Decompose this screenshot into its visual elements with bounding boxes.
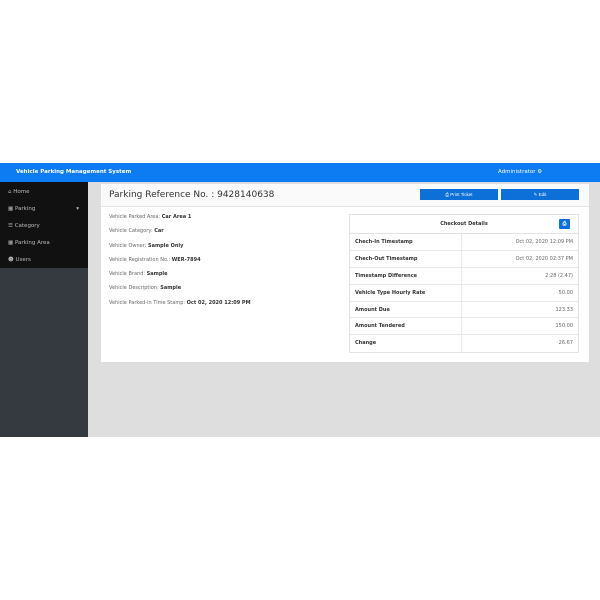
parking-icon: ▦ <box>8 206 14 212</box>
sidebar-item-parking[interactable]: ▦ Parking ▾ <box>0 201 88 218</box>
button-label: Edit <box>538 192 547 197</box>
info-description: Vehicle Description: Sample <box>109 285 182 292</box>
chevron-down-icon: ▾ <box>76 206 79 212</box>
sidebar-item-label: Parking <box>14 206 36 212</box>
info-parked-area: Vehicle Parked Area: Car Area 1 <box>109 214 192 220</box>
checkout-title: Checkout Details <box>440 221 488 227</box>
sidebar-item-parking-area[interactable]: ▦ Parking Area <box>0 235 88 252</box>
table-row: Vehicle Type Hourly Rate 50.00 <box>350 284 578 302</box>
table-row: Amount Tendered 150.00 <box>350 318 578 336</box>
sidebar-item-label: Users <box>15 257 31 263</box>
sidebar-item-users[interactable]: ☻ Users <box>0 252 88 269</box>
info-parked-in: Vehicle Parked-in Time Stamp: Oct 02, 20… <box>109 299 251 306</box>
sidebar-item-label: Home <box>13 189 30 195</box>
table-row: Timestamp Difference 2:28 (2.47) <box>350 267 578 285</box>
app-brand[interactable]: Vehicle Parking Management System <box>16 169 132 175</box>
table-row: Change 26.67 <box>350 335 578 353</box>
sidebar-item-label: Category <box>14 223 40 229</box>
users-icon: ☻ <box>8 257 14 263</box>
print-ticket-button[interactable]: ⎙ Print Ticket <box>420 189 498 200</box>
button-label: Print Ticket <box>450 192 473 197</box>
print-icon: ⎙ <box>562 221 567 227</box>
info-registration: Vehicle Registration No.: WER-7894 <box>109 256 201 263</box>
edit-button[interactable]: ✎ Edit <box>501 189 579 200</box>
sidebar-item-category[interactable]: ☰ Category <box>0 218 88 235</box>
info-category: Vehicle Category: Car <box>109 228 164 235</box>
top-navbar: Vehicle Parking Management System Admini… <box>0 163 600 182</box>
info-brand: Vehicle Brand: Sample <box>109 271 168 278</box>
sidebar-item-label: Parking Area <box>14 240 50 246</box>
page-title: Parking Reference No. : 9428140638 <box>109 190 275 200</box>
table-row: Chech-In Timestamp Oct 02, 2020 12:09 PM <box>350 234 578 251</box>
sidebar: ⌂ Home ▦ Parking ▾ ☰ Category ▦ Parking A… <box>0 182 88 437</box>
parking-detail-card: Parking Reference No. : 9428140638 ⎙ Pri… <box>101 184 589 362</box>
info-owner: Vehicle Owner: Sample Only <box>109 242 184 249</box>
print-checkout-button[interactable]: ⎙ <box>559 219 570 229</box>
home-icon: ⌂ <box>8 189 12 195</box>
edit-icon: ✎ <box>533 192 538 197</box>
sidebar-item-home[interactable]: ⌂ Home <box>0 184 88 201</box>
main-content: Parking Reference No. : 9428140638 ⎙ Pri… <box>88 182 600 437</box>
list-icon: ☰ <box>8 223 13 229</box>
vehicle-info: Vehicle Parked Area: Car Area 1 Vehicle … <box>109 214 251 314</box>
print-icon: ⎙ <box>445 192 450 197</box>
checkout-details-table: Checkout Details ⎙ Chech-In Timestamp Oct … <box>349 214 579 354</box>
user-name: Administrator <box>498 169 536 175</box>
table-row: Amount Due 123.33 <box>350 301 578 319</box>
table-row: Chech-Out Timestamp Oct 02, 2020 02:37 PM <box>350 250 578 268</box>
map-icon: ▦ <box>8 240 14 246</box>
gear-icon: ⚙ <box>537 169 543 175</box>
user-menu[interactable]: Administrator ⚙ <box>498 169 542 175</box>
